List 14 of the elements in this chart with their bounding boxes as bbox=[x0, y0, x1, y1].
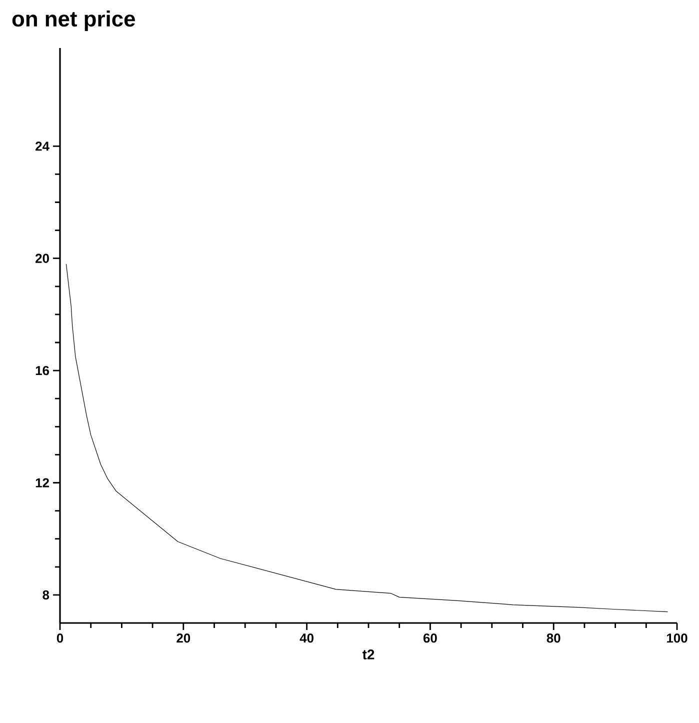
x-tick-label: 60 bbox=[423, 634, 437, 643]
line-series bbox=[66, 264, 668, 612]
y-tick-label: 24 bbox=[36, 142, 50, 151]
y-tick-label: 16 bbox=[36, 366, 50, 376]
y-tick-label: 20 bbox=[36, 254, 49, 263]
y-tick-label: 12 bbox=[36, 478, 49, 488]
x-tick-label: 100 bbox=[667, 634, 688, 643]
y-tick-label: 8 bbox=[42, 590, 50, 600]
x-axis-title: t2 bbox=[362, 650, 374, 660]
x-tick-label: 80 bbox=[546, 634, 560, 643]
chart-title: on net price bbox=[12, 10, 135, 31]
x-tick-label: 0 bbox=[56, 634, 64, 643]
x-tick-label: 40 bbox=[300, 634, 314, 643]
x-tick-label: 20 bbox=[176, 634, 190, 643]
